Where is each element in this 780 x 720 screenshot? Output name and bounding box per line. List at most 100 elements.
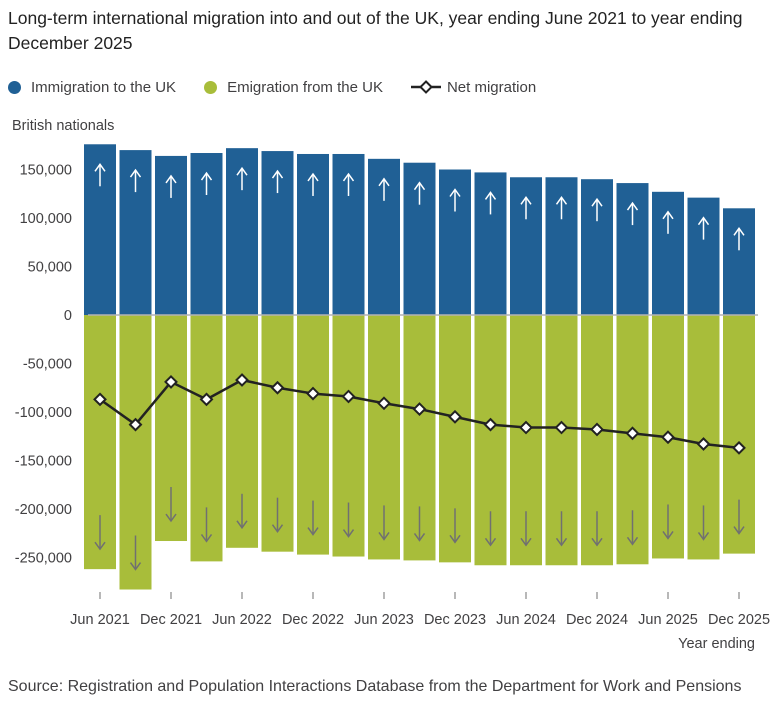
arrow-up-head [342, 172, 355, 182]
arrow-down-icon [165, 487, 177, 523]
x-axis-title: Year ending [678, 636, 755, 652]
arrow-down-head [165, 513, 177, 523]
arrow-up-head [733, 227, 745, 236]
arrow-up-icon [591, 197, 603, 222]
arrow-down-icon [449, 508, 461, 544]
x-tick-label: Dec 2021 [140, 612, 202, 628]
arrow-up-icon [413, 181, 426, 205]
x-tick-label: Jun 2021 [70, 612, 130, 628]
arrow-down-icon [94, 515, 106, 551]
arrow-up-icon [129, 168, 142, 193]
x-tick-label: Jun 2024 [496, 612, 556, 628]
arrow-down-icon [378, 505, 390, 541]
net-migration-point [270, 380, 285, 395]
arrow-up-icon [484, 191, 497, 215]
net-migration-point [732, 440, 746, 455]
arrow-down-icon [626, 510, 639, 546]
arrow-up-head [520, 195, 532, 205]
chart-title: Long-term international migration into a… [8, 8, 743, 53]
x-tick-label: Jun 2022 [212, 612, 272, 628]
net-migration-point [519, 420, 533, 435]
net-migration-point [448, 409, 462, 424]
legend-swatch-net-icon [410, 80, 441, 94]
arrow-down-icon [129, 535, 142, 571]
arrow-up-icon [697, 216, 710, 240]
arrow-up-head [129, 168, 142, 178]
x-tick-label: Jun 2023 [354, 612, 414, 628]
arrow-down-icon [307, 500, 319, 536]
chart-plot: 150,000 100,000 50,000 0 -50,000 -100,000 -150… [15, 144, 770, 652]
arrow-up-head [413, 181, 426, 191]
net-migration-point [128, 417, 143, 432]
arrow-up-head [200, 171, 213, 181]
y-tick-label: 0 [64, 308, 72, 324]
source-note: Source: Registration and Population Inte… [8, 678, 742, 695]
net-migration-point [625, 426, 640, 441]
y-tick-label: -200,000 [15, 502, 72, 518]
arrow-down-head [733, 526, 745, 535]
arrow-down-head [449, 534, 461, 544]
arrow-up-head [626, 201, 639, 211]
net-migration-point [235, 373, 249, 387]
net-migration-point [483, 417, 498, 432]
arrow-up-icon [307, 172, 319, 196]
arrow-down-head [94, 541, 106, 551]
arrow-up-head [307, 172, 319, 182]
x-tick-label: Jun 2025 [638, 612, 698, 628]
arrow-up-head [271, 169, 284, 179]
arrow-down-icon [733, 499, 745, 535]
arrow-down-icon [236, 493, 248, 530]
arrow-down-head [591, 537, 603, 547]
legend: Immigration to the UK Emigration from th… [8, 76, 564, 98]
arrow-up-icon [733, 227, 745, 251]
y-tick-label: -150,000 [15, 454, 72, 470]
net-migration-point [590, 422, 604, 437]
net-migration-point [412, 402, 427, 417]
net-migration-point [164, 375, 178, 389]
y-tick-label: -250,000 [15, 551, 72, 567]
arrow-down-head [555, 537, 568, 547]
legend-swatch-emigration [204, 80, 218, 94]
arrow-down-head [271, 524, 284, 533]
arrow-down-head [378, 532, 390, 541]
x-tick-label: Dec 2022 [282, 612, 344, 628]
arrow-up-icon [165, 174, 177, 198]
arrow-up-icon [200, 171, 213, 196]
x-tick-label: Dec 2023 [424, 612, 486, 628]
arrow-down-head [662, 531, 674, 540]
arrow-up-icon [662, 210, 674, 234]
legend-item-net: Net migration [410, 78, 537, 96]
y-tick-label: -50,000 [23, 357, 72, 373]
legend-item-immigration: Immigration to the UK [8, 79, 176, 96]
arrow-down-icon [555, 511, 568, 547]
arrow-up-head [662, 210, 674, 220]
arrow-down-icon [520, 511, 532, 547]
y-tick-label: 100,000 [20, 211, 72, 227]
legend-label-net: Net migration [446, 78, 537, 96]
net-migration-point [341, 389, 356, 404]
arrow-up-head [236, 166, 248, 176]
arrow-up-icon [342, 172, 355, 196]
arrow-down-head [520, 537, 532, 547]
arrow-down-head [342, 529, 355, 538]
arrow-down-icon [200, 507, 213, 543]
arrow-down-head [626, 536, 639, 546]
arrow-up-head [94, 162, 106, 172]
immigration-bar [723, 208, 755, 315]
chart-subtitle: British nationals [12, 118, 115, 134]
arrow-down-icon [697, 505, 710, 541]
arrow-down-icon [484, 511, 497, 547]
arrow-down-head [200, 533, 213, 543]
arrow-up-icon [236, 166, 248, 191]
arrow-up-head [697, 216, 710, 226]
legend-item-emigration: Emigration from the UK [204, 79, 383, 96]
arrow-down-head [484, 537, 497, 547]
arrow-up-head [449, 188, 461, 197]
arrow-down-icon [342, 502, 355, 538]
y-tick-label: 50,000 [28, 260, 72, 276]
arrow-down-icon [413, 506, 426, 542]
net-migration-point [306, 386, 320, 401]
net-migration-point [554, 420, 569, 435]
net-migration-point [93, 392, 107, 407]
net-migration-point [199, 392, 214, 407]
